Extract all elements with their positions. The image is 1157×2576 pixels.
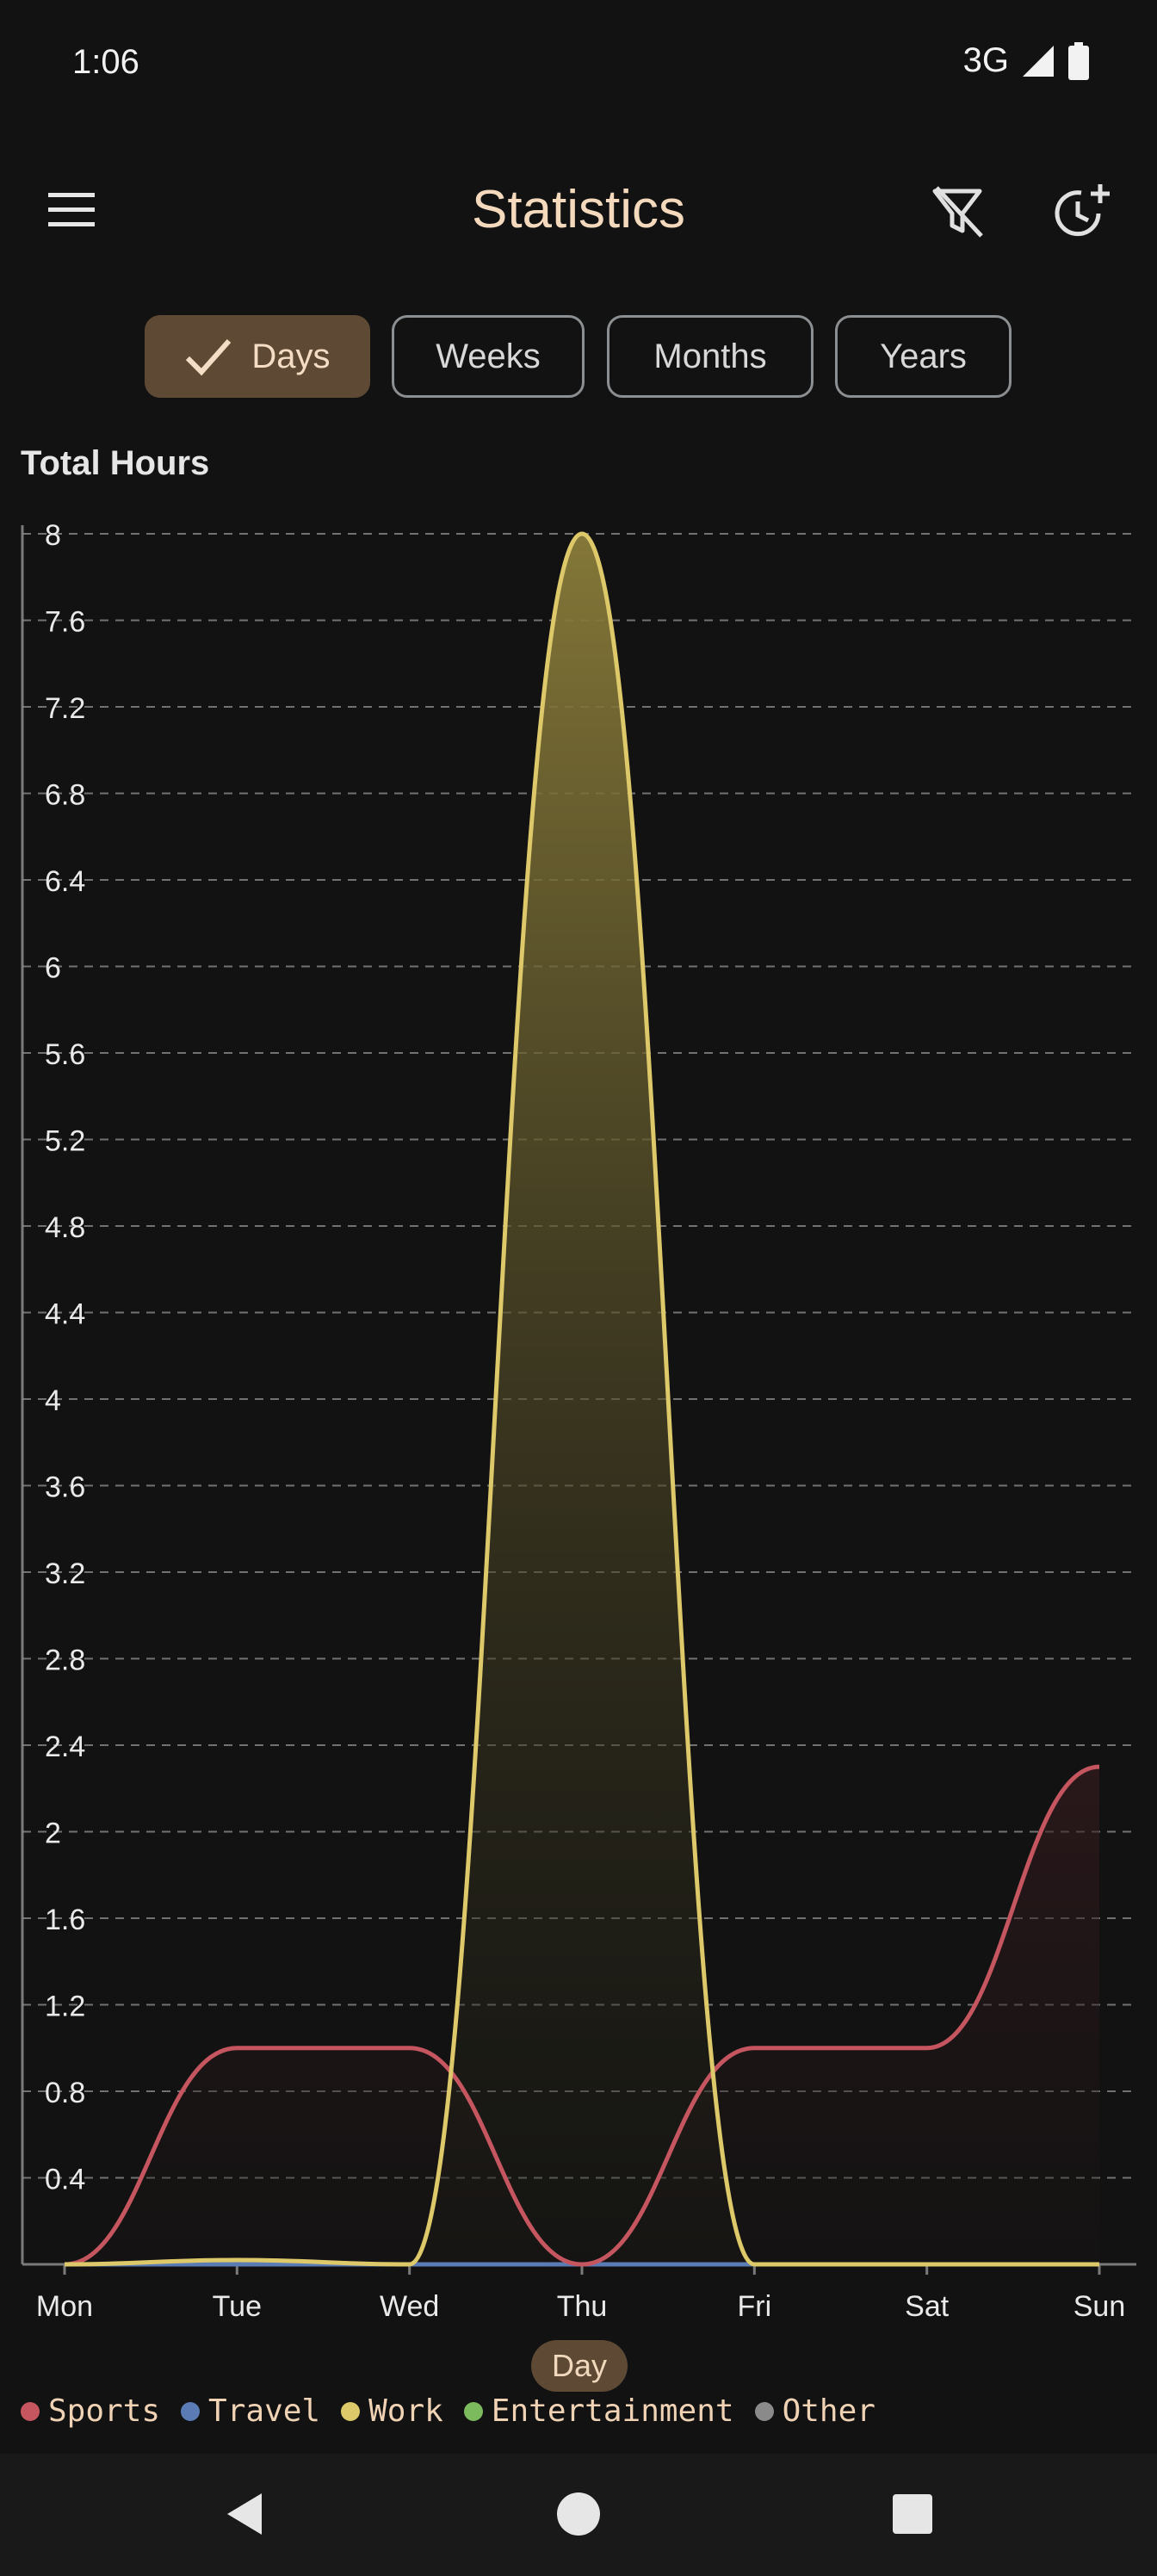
filter-off-icon[interactable] <box>926 181 988 243</box>
y-tick-label: 4.8 <box>45 1211 85 1244</box>
y-tick-label: 7.2 <box>45 692 85 725</box>
y-tick-label: 1.6 <box>45 1904 85 1936</box>
legend-item-sports[interactable]: Sports <box>21 2393 160 2429</box>
status-bar: 1:06 3G <box>0 0 1157 129</box>
y-tick-label: 2 <box>45 1817 61 1850</box>
y-tick-label: 6.4 <box>45 865 85 898</box>
y-tick-label: 0.4 <box>45 2164 85 2196</box>
tab-days-label: Days <box>251 337 331 375</box>
y-tick-label: 4 <box>45 1384 61 1417</box>
x-tick-label: Tue <box>213 2290 262 2323</box>
y-tick-label: 3.6 <box>45 1471 85 1504</box>
y-tick-label: 2.8 <box>45 1644 85 1677</box>
y-tick-label: 1.2 <box>45 1991 85 2023</box>
y-tick-label: 0.8 <box>45 2077 85 2109</box>
x-tick-label: Mon <box>36 2290 93 2323</box>
y-tick-label: 3.2 <box>45 1557 85 1590</box>
y-tick-label: 2.4 <box>45 1731 85 1763</box>
series-area-sports <box>65 1767 1099 2264</box>
legend-dot-entertainment <box>463 2401 483 2421</box>
x-tick-label: Fri <box>738 2290 772 2323</box>
x-axis-title: Day <box>531 2340 628 2392</box>
page-title: Statistics <box>471 180 686 239</box>
home-icon[interactable] <box>553 2488 604 2540</box>
legend-dot-travel <box>181 2401 201 2421</box>
y-tick-label: 6.8 <box>45 779 85 812</box>
navigation-bar <box>0 2454 1157 2576</box>
legend-label-work: Work <box>368 2393 443 2429</box>
legend-item-travel[interactable]: Travel <box>181 2393 320 2429</box>
legend-dot-work <box>341 2401 361 2421</box>
legend-dot-other <box>754 2401 774 2421</box>
legend-label-sports: Sports <box>48 2393 161 2429</box>
battery-icon <box>1068 41 1089 80</box>
series-area-work <box>65 534 1099 2264</box>
chart-legend: Sports Travel Work Entertainment Other <box>21 2393 875 2429</box>
tab-days[interactable]: Days <box>145 315 370 398</box>
legend-label-entertainment: Entertainment <box>491 2393 734 2429</box>
x-tick-label: Sun <box>1073 2290 1126 2323</box>
legend-item-work[interactable]: Work <box>341 2393 443 2429</box>
tab-months-label: Months <box>653 337 767 375</box>
legend-label-other: Other <box>782 2393 875 2429</box>
tab-years-label: Years <box>880 337 967 375</box>
tab-months[interactable]: Months <box>607 315 814 398</box>
legend-dot-sports <box>21 2401 40 2421</box>
legend-label-travel: Travel <box>208 2393 321 2429</box>
series-line-work <box>64 531 1099 2267</box>
x-tick-label: Sat <box>905 2290 950 2323</box>
clock-plus-icon[interactable] <box>1050 179 1116 245</box>
legend-item-entertainment[interactable]: Entertainment <box>463 2393 734 2429</box>
status-time: 1:06 <box>72 43 139 81</box>
tab-years[interactable]: Years <box>835 315 1012 398</box>
y-axis-title: Total Hours <box>21 444 210 482</box>
x-tick-label: Thu <box>557 2290 608 2323</box>
statistics-chart: 0.4 0.8 1.2 1.6 2 2.4 2.8 3.2 3.6 4 4.4 4.8 5.2 5.6 6 6… <box>21 519 1136 2323</box>
x-tick-label: Wed <box>380 2290 439 2323</box>
tab-weeks-label: Weeks <box>436 337 541 375</box>
y-tick-label: 5.2 <box>45 1125 85 1158</box>
legend-item-other[interactable]: Other <box>754 2393 875 2429</box>
y-tick-label: 8 <box>45 519 61 552</box>
tab-weeks[interactable]: Weeks <box>392 315 585 398</box>
status-icons: 3G <box>963 41 1090 80</box>
hamburger-menu-icon[interactable] <box>43 181 102 239</box>
y-tick-label: 6 <box>45 952 61 985</box>
y-tick-label: 5.6 <box>45 1038 85 1071</box>
series-line-sports <box>64 1764 1100 2267</box>
check-icon <box>186 339 232 376</box>
signal-icon <box>1023 45 1054 77</box>
y-tick-label: 4.4 <box>45 1298 85 1331</box>
back-icon[interactable] <box>219 2488 270 2540</box>
recents-icon[interactable] <box>887 2488 938 2540</box>
network-type: 3G <box>962 41 1009 79</box>
y-tick-label: 7.6 <box>45 606 85 639</box>
app-bar: Statistics <box>0 146 1157 276</box>
